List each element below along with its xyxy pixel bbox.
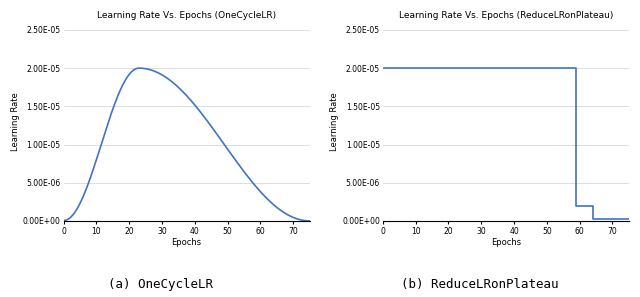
Text: (b) ReduceLRonPlateau: (b) ReduceLRonPlateau	[401, 278, 559, 291]
X-axis label: Epochs: Epochs	[172, 238, 202, 247]
X-axis label: Epochs: Epochs	[491, 238, 521, 247]
Y-axis label: Learning Rate: Learning Rate	[11, 92, 20, 151]
Y-axis label: Learning Rate: Learning Rate	[330, 92, 339, 151]
Text: (a) OneCycleLR: (a) OneCycleLR	[108, 278, 212, 291]
Title: Learning Rate Vs. Epochs (ReduceLRonPlateau): Learning Rate Vs. Epochs (ReduceLRonPlat…	[399, 11, 613, 20]
Title: Learning Rate Vs. Epochs (OneCycleLR): Learning Rate Vs. Epochs (OneCycleLR)	[97, 11, 276, 20]
